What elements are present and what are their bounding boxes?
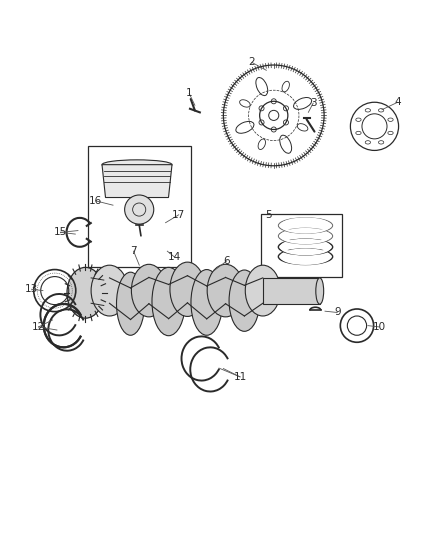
Text: 2: 2 [248, 58, 255, 67]
Text: 10: 10 [373, 322, 386, 332]
Text: 7: 7 [130, 246, 137, 256]
Ellipse shape [131, 264, 166, 317]
Bar [261, 214, 342, 278]
Ellipse shape [152, 268, 185, 336]
Text: 14: 14 [168, 252, 181, 262]
Polygon shape [102, 165, 172, 198]
Text: 11: 11 [233, 372, 247, 382]
Text: 17: 17 [172, 210, 185, 220]
Text: 4: 4 [394, 97, 401, 107]
Text: 15: 15 [54, 228, 67, 237]
Bar [263, 278, 320, 304]
Ellipse shape [102, 160, 172, 169]
Ellipse shape [207, 264, 244, 317]
Text: 5: 5 [265, 210, 272, 220]
Ellipse shape [316, 278, 324, 304]
Text: 1: 1 [186, 88, 193, 99]
Polygon shape [128, 198, 150, 209]
Text: 9: 9 [334, 308, 341, 318]
Text: 6: 6 [223, 256, 230, 266]
Ellipse shape [170, 262, 205, 317]
Ellipse shape [117, 272, 145, 335]
Circle shape [125, 195, 154, 224]
Ellipse shape [245, 265, 280, 316]
Text: 16: 16 [89, 196, 102, 206]
Text: 3: 3 [310, 98, 317, 108]
Text: 13: 13 [25, 284, 38, 294]
Text: 12: 12 [32, 322, 45, 332]
Ellipse shape [191, 270, 223, 335]
Ellipse shape [91, 265, 128, 316]
Ellipse shape [67, 268, 104, 318]
Bar [88, 146, 191, 266]
Ellipse shape [229, 270, 260, 332]
